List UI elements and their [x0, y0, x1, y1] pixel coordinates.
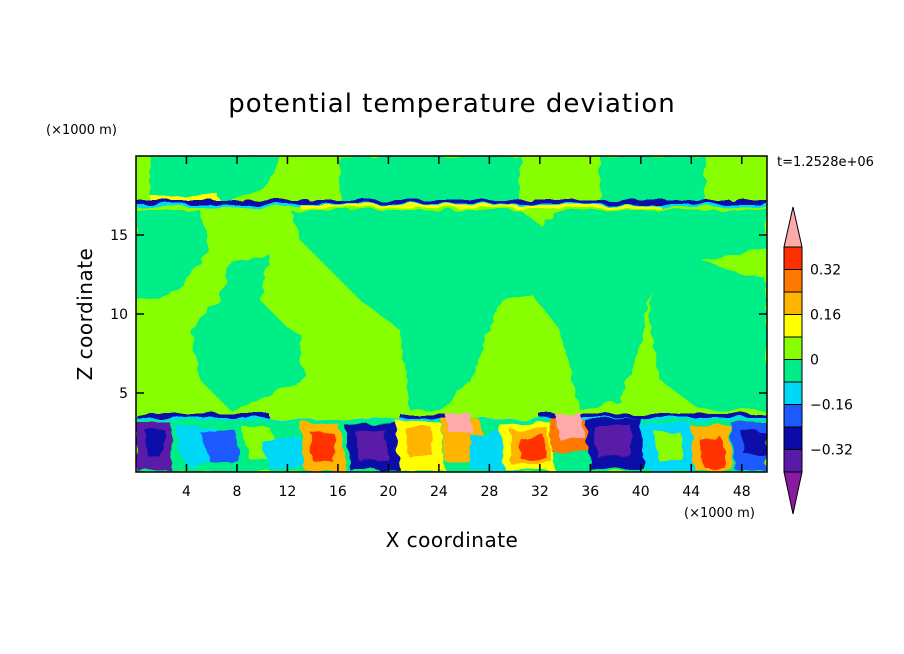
colorbar-swatch [783, 381, 803, 405]
colorbar-swatch [783, 314, 803, 338]
x-tick-label: 40 [632, 484, 650, 500]
colorbar-swatch [783, 291, 803, 315]
x-tick-label: 12 [279, 484, 297, 500]
x-tick-label: 24 [430, 484, 448, 500]
colorbar-label: 0 [810, 353, 819, 369]
colorbar-swatch [783, 449, 803, 473]
colorbar-label: 0.32 [810, 263, 841, 279]
x-tick-label: 16 [329, 484, 347, 500]
x-units-label: (×1000 m) [684, 506, 755, 521]
x-axis: 4 8 12 16 20 24 28 32 36 40 44 48 [182, 156, 751, 500]
colorbar-swatch [783, 246, 803, 270]
colorbar-label: −0.32 [810, 443, 853, 459]
time-label: t=1.2528e+06 [777, 155, 874, 170]
colorbar-swatch [783, 336, 803, 360]
y-axis: 5 10 15 [110, 228, 767, 402]
x-tick-label: 48 [733, 484, 751, 500]
chart-title: potential temperature deviation [228, 89, 675, 119]
x-tick-label: 20 [379, 484, 397, 500]
x-tick-label: 32 [531, 484, 549, 500]
colorbar-bottom-triangle [783, 471, 803, 515]
y-units-label: (×1000 m) [46, 123, 117, 138]
y-tick-label: 15 [110, 228, 128, 244]
colorbar-label: 0.16 [810, 308, 841, 324]
x-tick-label: 4 [182, 484, 191, 500]
colorbar-swatch [783, 269, 803, 293]
colorbar-top-triangle [783, 206, 803, 248]
x-tick-label: 36 [581, 484, 599, 500]
colorbar-swatch [783, 426, 803, 450]
colorbar-label: −0.16 [810, 398, 853, 414]
colorbar: 0.32 0.16 0 −0.16 −0.32 [783, 206, 853, 515]
x-tick-label: 44 [682, 484, 700, 500]
x-axis-label: X coordinate [386, 528, 519, 552]
y-tick-label: 10 [110, 307, 128, 323]
colorbar-swatch [783, 404, 803, 428]
contour-field [136, 156, 767, 472]
x-tick-label: 28 [480, 484, 498, 500]
x-tick-label: 8 [232, 484, 241, 500]
colorbar-swatch [783, 359, 803, 383]
y-axis-label: Z coordinate [73, 248, 97, 381]
y-tick-label: 5 [119, 386, 128, 402]
